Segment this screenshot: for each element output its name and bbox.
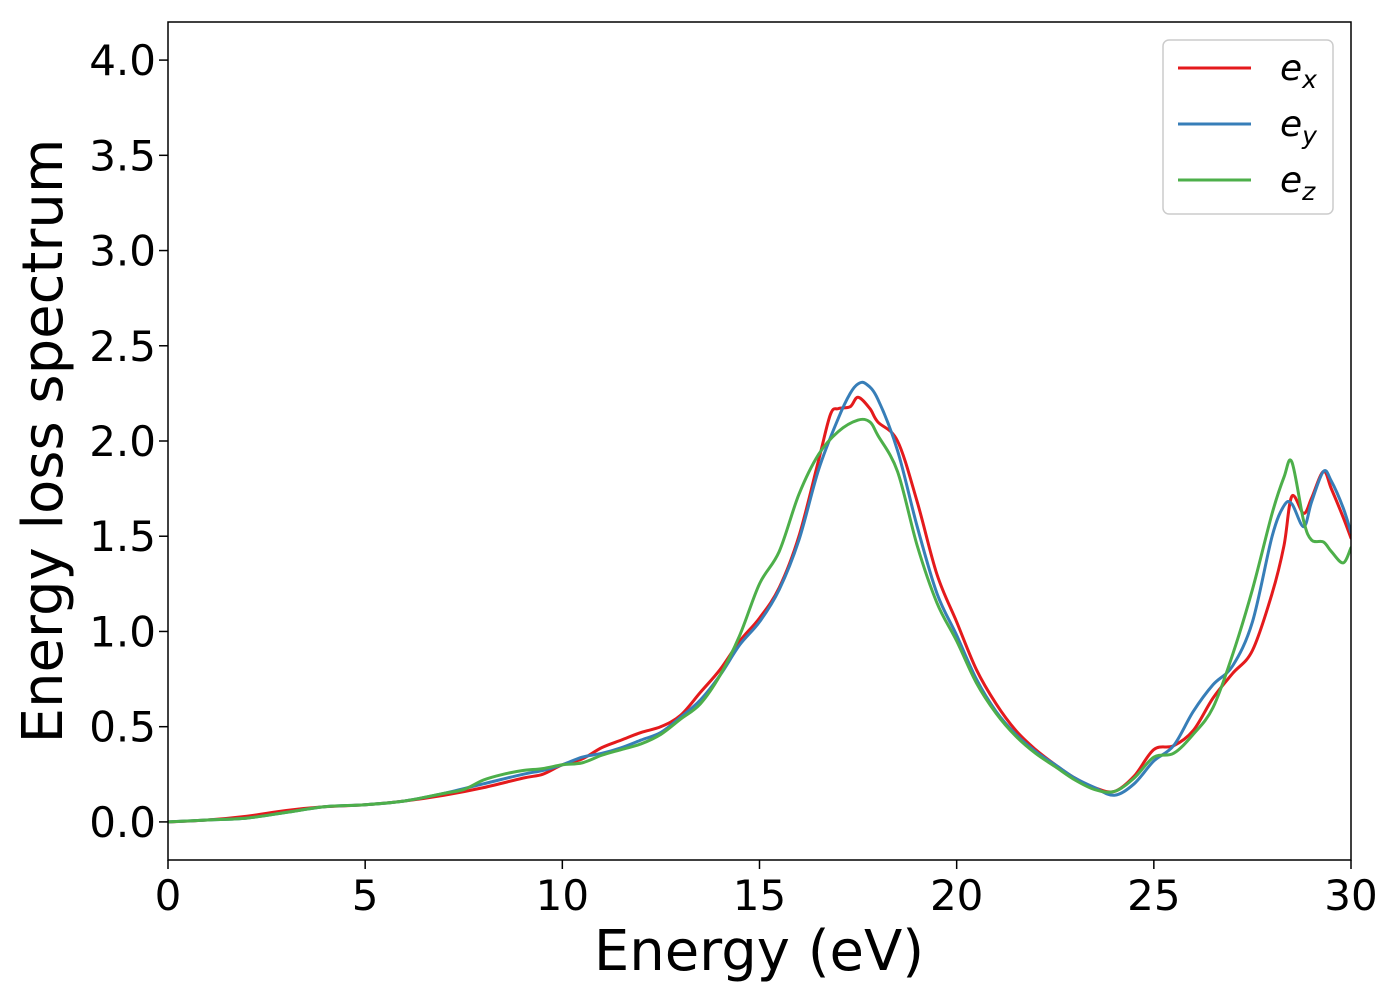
legend-box (1162, 39, 1334, 215)
y-axis-ticks: 0.0 0.5 1.0 1.5 2.0 2.5 3.0 3.5 4.0 (89, 36, 168, 847)
y-tick-label: 2.0 (89, 417, 156, 466)
y-tick-label: 4.0 (89, 36, 156, 85)
x-tick-label: 15 (733, 871, 786, 920)
y-tick-label: 2.5 (89, 322, 156, 371)
x-axis-title: Energy (eV) (594, 919, 924, 984)
legend-label-y: ey (1280, 104, 1318, 150)
y-tick-label: 1.0 (89, 607, 156, 656)
y-tick-label: 1.5 (89, 512, 156, 561)
legend-label-z: ez (1280, 160, 1316, 206)
x-tick-label: 5 (352, 871, 379, 920)
series-line-x (168, 395, 1351, 824)
x-tick-label: 0 (155, 871, 182, 920)
x-tick-label: 30 (1324, 871, 1377, 920)
plot-layer (168, 380, 1351, 824)
y-tick-label: 3.0 (89, 227, 156, 276)
y-tick-label: 3.5 (89, 131, 156, 180)
y-tick-label: 0.0 (89, 798, 156, 847)
x-tick-label: 25 (1127, 871, 1180, 920)
y-tick-label: 0.5 (89, 703, 156, 752)
legend-label-x: ex (1280, 48, 1317, 94)
x-tick-label: 10 (536, 871, 589, 920)
series-line-z (168, 417, 1351, 824)
x-axis-ticks: 0 5 10 15 20 25 30 (155, 860, 1378, 920)
series-line-y (168, 380, 1351, 824)
y-axis-title: Energy loss spectrum (11, 139, 76, 744)
x-tick-label: 20 (930, 871, 983, 920)
legend: ex ey ez (1162, 39, 1334, 215)
